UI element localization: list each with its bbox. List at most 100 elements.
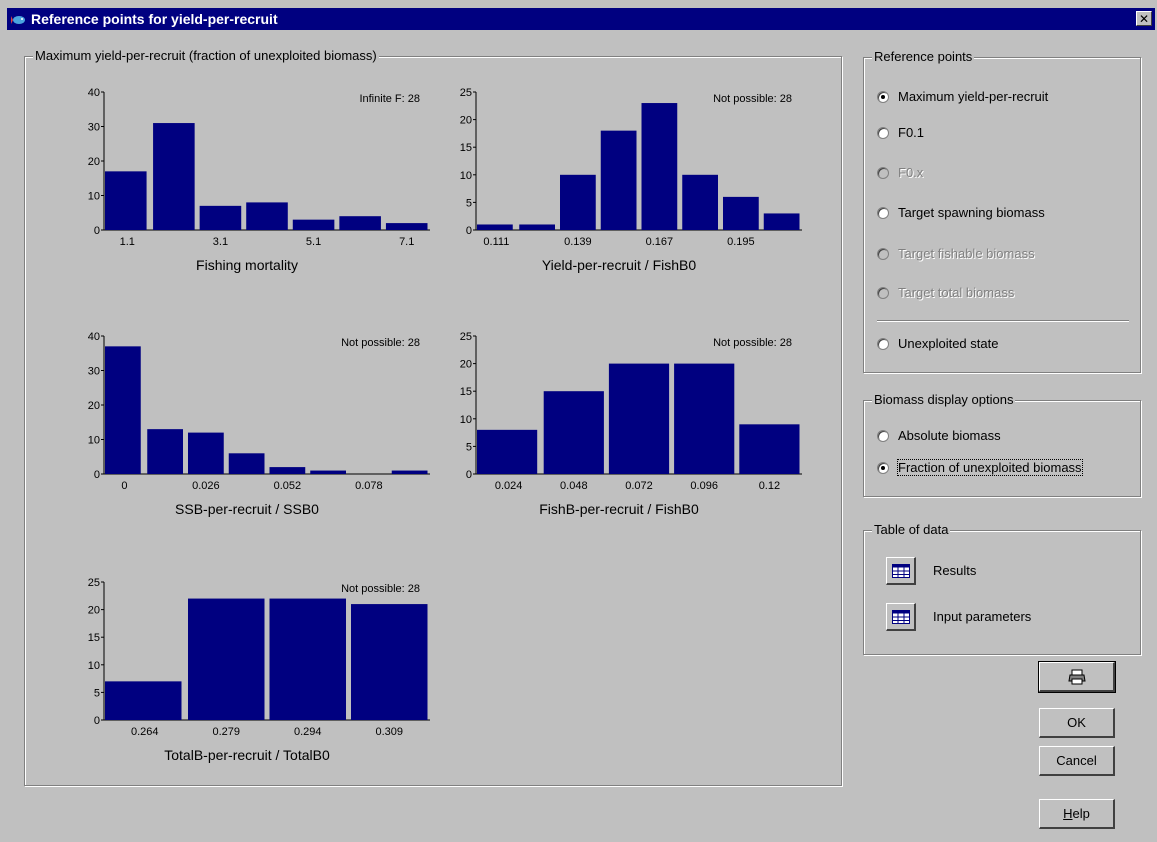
x-tick-label: 0.139 xyxy=(564,236,592,248)
radio-target-total-biomass: Target total biomass xyxy=(877,285,1014,300)
title-bar: Reference points for yield-per-recruit ✕ xyxy=(7,8,1155,30)
chart-fishb-per-recruit: 0 5 10 15 20 25 0.024 0.048 0.072 0.096 0.12 Not po… xyxy=(442,330,812,540)
chart-title: TotalB-per-recruit / TotalB0 xyxy=(164,747,330,763)
x-tick-label: 0.072 xyxy=(625,480,653,492)
app-icon xyxy=(11,16,25,24)
x-tick-label: 0.024 xyxy=(495,480,523,492)
reference-points-group: Reference points xyxy=(863,49,1141,373)
printer-icon xyxy=(1067,669,1086,684)
bar xyxy=(147,429,183,474)
charts-group: Maximum yield-per-recruit (fraction of u… xyxy=(24,48,842,786)
reference-points-title: Reference points xyxy=(872,49,975,64)
x-tick-label: 0.167 xyxy=(646,236,674,248)
print-button[interactable] xyxy=(1038,661,1116,693)
bar xyxy=(310,470,346,474)
y-tick-label: 10 xyxy=(88,660,100,672)
y-tick-label: 25 xyxy=(460,331,472,343)
bar xyxy=(153,123,195,230)
radio-label: Unexploited state xyxy=(898,336,999,351)
x-tick-label: 0.279 xyxy=(212,726,240,738)
radio-fraction-unexploited[interactable]: Fraction of unexploited biomass xyxy=(877,459,1083,476)
radio-button[interactable] xyxy=(877,90,889,103)
bar xyxy=(543,391,604,474)
results-label[interactable]: Results xyxy=(933,563,977,578)
radio-absolute-biomass[interactable]: Absolute biomass xyxy=(877,428,1001,443)
x-tick-label: 0.195 xyxy=(727,236,755,248)
reference-points-separator xyxy=(877,320,1129,322)
results-table-button[interactable] xyxy=(886,557,916,585)
input-parameters-table-button[interactable] xyxy=(886,603,916,631)
chart-title: Yield-per-recruit / FishB0 xyxy=(542,257,697,273)
ok-button[interactable]: OK xyxy=(1039,708,1115,738)
y-tick-label: 0 xyxy=(94,469,100,481)
chart-title: FishB-per-recruit / FishB0 xyxy=(539,501,699,517)
radio-f0-x: F0.x xyxy=(877,165,923,180)
y-tick-label: 25 xyxy=(88,577,100,589)
radio-label: Fraction of unexploited biomass xyxy=(897,459,1083,476)
help-button[interactable]: Help xyxy=(1039,799,1115,829)
chart-title: SSB-per-recruit / SSB0 xyxy=(175,501,319,517)
y-tick-label: 10 xyxy=(460,414,472,426)
chart-svg: 0 10 20 30 40 1.1 3.1 5.1 7.1 Infinite F: 28 Fishi… xyxy=(88,87,430,273)
bar xyxy=(723,196,759,230)
input-parameters-label[interactable]: Input parameters xyxy=(933,609,1032,624)
x-tick-label: 0.264 xyxy=(131,726,159,738)
bar xyxy=(608,363,670,474)
y-tick-label: 0 xyxy=(94,225,100,237)
bar xyxy=(763,213,800,230)
bar xyxy=(269,467,306,474)
cancel-button[interactable]: Cancel xyxy=(1039,746,1115,776)
chart-annotation: Not possible: 28 xyxy=(713,337,792,349)
x-tick-label: 1.1 xyxy=(120,236,135,248)
radio-button[interactable] xyxy=(877,337,889,350)
radio-button[interactable] xyxy=(877,126,889,139)
radio-button[interactable] xyxy=(877,206,889,219)
table-icon xyxy=(891,609,910,624)
chart-ssb-per-recruit: 0 10 20 30 40 0 0.026 0.052 0.078 Not possible: 2… xyxy=(70,330,440,540)
x-tick-label: 0 xyxy=(121,480,127,492)
x-tick-label: 0.026 xyxy=(192,480,220,492)
y-tick-label: 0 xyxy=(466,469,472,481)
x-tick-label: 0.096 xyxy=(690,480,718,492)
bar xyxy=(477,224,513,230)
window-title: Reference points for yield-per-recruit xyxy=(31,11,278,27)
bar xyxy=(228,453,265,474)
x-tick-label: 0.12 xyxy=(759,480,780,492)
radio-f0-1[interactable]: F0.1 xyxy=(877,125,924,140)
x-tick-label: 0.078 xyxy=(355,480,383,492)
bar xyxy=(105,346,141,474)
x-tick-label: 0.294 xyxy=(294,726,322,738)
radio-unexploited-state[interactable]: Unexploited state xyxy=(877,336,998,351)
chart-svg: 0 5 10 15 20 25 0.024 0.048 0.072 0.096 0.12 Not po… xyxy=(460,331,802,517)
bar xyxy=(199,205,242,230)
bar xyxy=(269,598,346,720)
radio-label: Absolute biomass xyxy=(898,428,1001,443)
radio-label: Target fishable biomass xyxy=(898,246,1035,261)
y-tick-label: 10 xyxy=(88,191,100,203)
y-tick-label: 0 xyxy=(466,225,472,237)
radio-target-spawning-biomass[interactable]: Target spawning biomass xyxy=(877,205,1045,220)
close-button[interactable]: ✕ xyxy=(1136,11,1152,26)
table-of-data-title: Table of data xyxy=(872,522,951,537)
chart-totalb-per-recruit: 0 5 10 15 20 25 0.264 0.279 0.294 0.309 Not possib… xyxy=(70,576,440,786)
radio-button[interactable] xyxy=(877,429,889,442)
x-tick-label: 0.111 xyxy=(483,236,509,248)
chart-svg: 0 5 10 15 20 25 0.264 0.279 0.294 0.309 Not possib… xyxy=(88,577,430,763)
bar xyxy=(105,171,147,230)
bar xyxy=(246,202,288,230)
bar xyxy=(105,681,182,720)
radio-label: Target spawning biomass xyxy=(898,205,1045,220)
radio-button[interactable] xyxy=(877,461,889,474)
help-mnemonic: H xyxy=(1063,806,1073,821)
chart-yield-per-recruit: 0 5 10 15 20 25 0.111 0.139 0.167 0.195 Not possib… xyxy=(442,86,812,296)
bar xyxy=(600,130,637,230)
radio-label: F0.x xyxy=(898,165,924,180)
y-tick-label: 20 xyxy=(88,605,100,617)
y-tick-label: 40 xyxy=(88,87,100,99)
chart-svg: 0 10 20 30 40 0 0.026 0.052 0.078 Not possible: 2… xyxy=(88,331,430,517)
radio-max-yield[interactable]: Maximum yield-per-recruit xyxy=(877,89,1048,104)
x-tick-label: 0.052 xyxy=(274,480,302,492)
y-tick-label: 30 xyxy=(88,122,100,134)
bar xyxy=(391,470,428,474)
bar xyxy=(385,223,428,230)
